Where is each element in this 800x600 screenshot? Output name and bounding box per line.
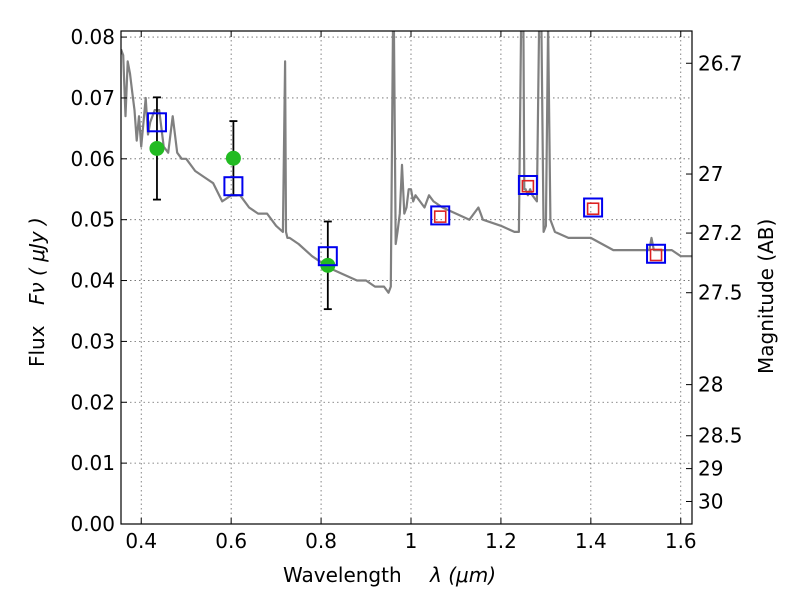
red-square-marker: [433, 210, 447, 223]
blue-square-marker: [646, 243, 667, 264]
green-data-point: [149, 140, 165, 156]
x-axis-label-symbol: λ (μm): [429, 563, 496, 587]
red-square-marker: [521, 179, 535, 193]
x-tick-label: 1.4: [575, 529, 607, 553]
x-axis-label: Wavelength: [283, 563, 402, 587]
y2-tick-label: 27: [698, 162, 723, 186]
y2-tick-label: 28: [698, 373, 723, 397]
blue-square-marker: [517, 174, 538, 195]
red-square-marker: [586, 202, 600, 216]
x-tick-label: 1.2: [485, 529, 517, 553]
blue-square-marker: [583, 197, 604, 218]
red-square-marker: [649, 248, 663, 262]
y2-axis-label: Magnitude (AB): [754, 219, 778, 374]
axes-frame: [120, 30, 693, 525]
y2-tick-label: 27.5: [698, 281, 743, 305]
y-tick-label: 0.06: [70, 147, 115, 171]
x-tick-label: 0.8: [305, 529, 337, 553]
y2-axis-ticks: 26.7 27 27.2 27.5 28 28.5 29 30: [686, 51, 743, 513]
y-tick-label: 0.07: [70, 86, 115, 110]
y-tick-label: 0.05: [70, 208, 115, 232]
blue-square-marker: [430, 205, 451, 226]
x-tick-label: 1: [405, 529, 418, 553]
y-tick-label: 0.03: [70, 329, 115, 353]
blue-square-marker: [146, 112, 167, 133]
y-axis-ticks: 0.00 0.01 0.02 0.03 0.04 0.05 0.06 0.07 0.08: [70, 25, 127, 536]
y-tick-label: 0.02: [70, 390, 115, 414]
spectrum-line: [121, 31, 692, 294]
green-data-point: [225, 150, 241, 166]
y-axis-label-symbol: Fν ( μJy ): [25, 217, 49, 305]
grid-lines: [121, 31, 692, 525]
blue-square-marker: [223, 176, 244, 197]
x-tick-label: 1.6: [665, 529, 697, 553]
y2-tick-label: 30: [698, 489, 723, 513]
y2-tick-label: 26.7: [698, 51, 743, 75]
y-tick-label: 0.08: [70, 25, 115, 49]
y-tick-label: 0.04: [70, 269, 115, 293]
x-axis-ticks: 0.4 0.6 0.8 1 1.2 1.4 1.6: [125, 31, 697, 553]
y2-tick-label: 28.5: [698, 424, 743, 448]
y-axis-label: Flux: [25, 325, 49, 367]
x-tick-label: 0.4: [125, 529, 157, 553]
x-tick-label: 0.6: [215, 529, 247, 553]
y2-tick-label: 29: [698, 457, 723, 481]
y-tick-label: 0.00: [70, 512, 115, 536]
y2-tick-label: 27.2: [698, 221, 743, 245]
y-tick-label: 0.01: [70, 451, 115, 475]
blue-square-marker: [317, 246, 338, 267]
plot-area: [121, 31, 692, 311]
